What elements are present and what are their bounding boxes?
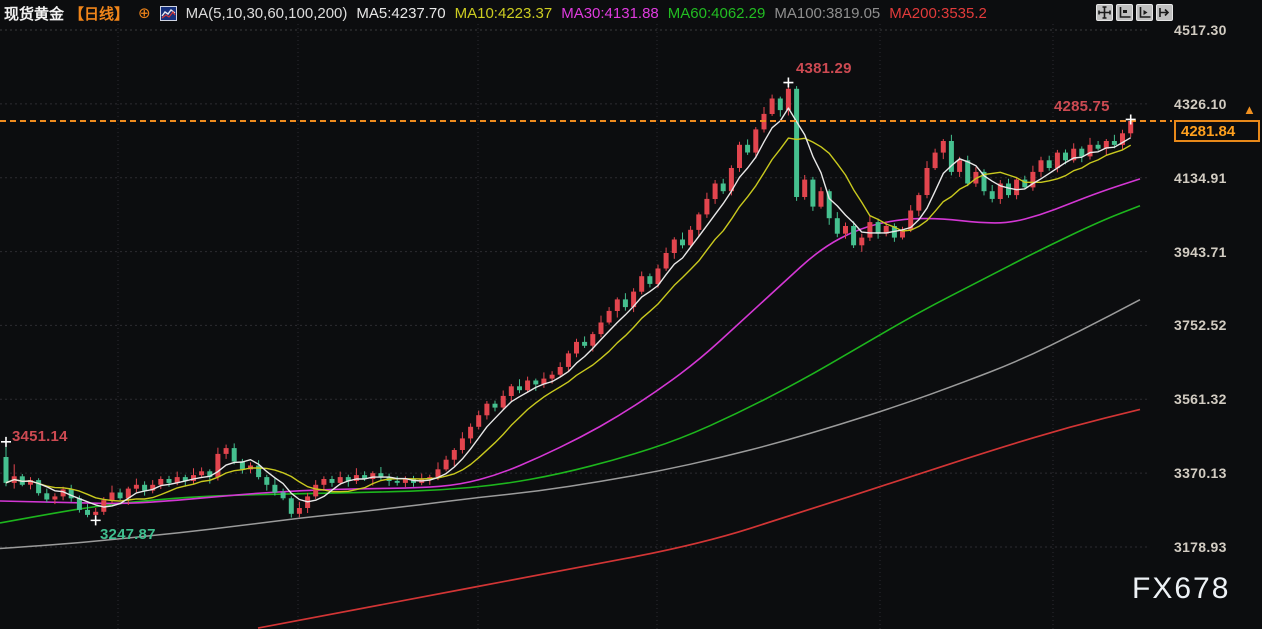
y-axis-tick-label: 3752.52 — [1174, 317, 1227, 334]
add-indicator-icon[interactable]: ⊕ — [138, 4, 151, 22]
ma100-value: MA100:3819.05 — [774, 4, 881, 22]
watermark: FX678 — [1132, 572, 1231, 605]
ma200-value: MA200:3535.2 — [889, 4, 987, 22]
timeframe-label[interactable]: 【日线】 — [69, 5, 130, 23]
y-axis-tick-label: 3370.13 — [1174, 465, 1227, 482]
chart-toolbar — [1096, 4, 1173, 21]
y-axis-tick-label: 3943.71 — [1174, 243, 1227, 260]
export-button[interactable] — [1156, 4, 1173, 21]
current-price-box: 4281.84 — [1174, 120, 1260, 142]
ma5-value: MA5:4237.70 — [356, 4, 446, 22]
ma30-value: MA30:4131.88 — [561, 4, 659, 22]
price-annotation-label: 4381.29 — [796, 60, 852, 77]
chart-header: 现货黄金 【日线】 ⊕ MA(5,10,30,60,100,200) MA5:4… — [4, 3, 987, 23]
y-axis-tick-label: 3178.93 — [1174, 539, 1227, 555]
price-annotation-label: 3247.87 — [100, 526, 156, 543]
playback-button[interactable] — [1136, 4, 1153, 21]
symbol-name: 现货黄金 — [4, 5, 65, 23]
price-annotation-label: 4285.75 — [1054, 98, 1110, 115]
ma10-value: MA10:4223.37 — [454, 4, 553, 22]
y-axis-tick-label: 4517.30 — [1174, 22, 1227, 38]
y-axis-tick-label: 3561.32 — [1174, 391, 1227, 408]
ma60-value: MA60:4062.29 — [667, 4, 766, 22]
scale-axis-button[interactable] — [1116, 4, 1133, 21]
y-axis-tick-label: 4134.91 — [1174, 169, 1227, 186]
price-annotation-label: 3451.14 — [12, 428, 68, 445]
y-axis-tick-label: 4326.10 — [1174, 95, 1227, 112]
ma-config-label: MA(5,10,30,60,100,200) — [185, 4, 348, 22]
pan-tool-button[interactable] — [1096, 4, 1113, 21]
price-up-arrow-icon: ▲ — [1243, 102, 1256, 117]
current-price-value: 4281.84 — [1181, 122, 1236, 140]
mini-chart-icon — [159, 5, 177, 21]
